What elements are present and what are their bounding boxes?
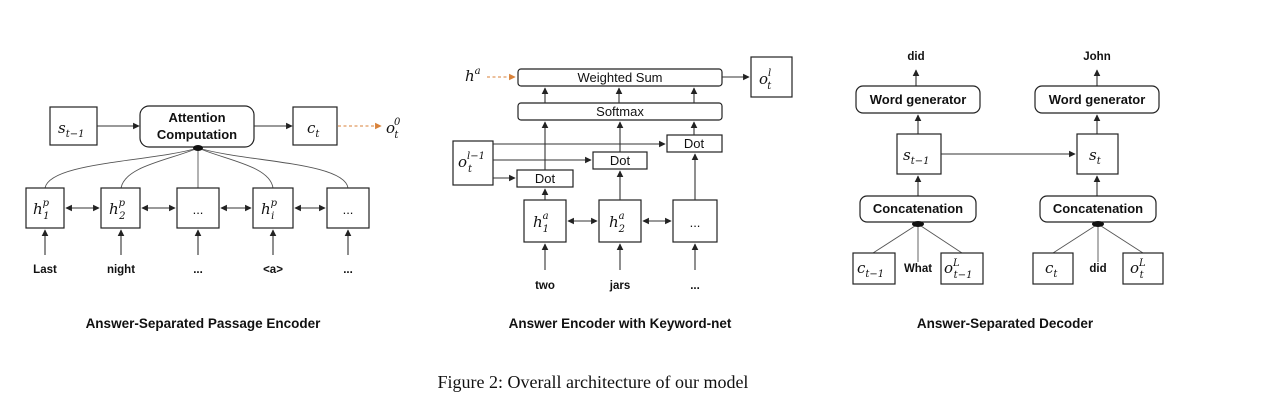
dot-label-3: Dot xyxy=(684,136,705,151)
decoder-context-prev-box xyxy=(852,252,896,285)
passage-h1-label: hp 1 xyxy=(33,198,50,222)
decoder-state-prev-label: st−1 xyxy=(903,146,929,167)
passage-ellipsis-box-2 xyxy=(326,187,370,229)
answer-h2-label: ha 2 xyxy=(609,211,625,235)
softmax-box xyxy=(517,102,723,121)
context-label: ct xyxy=(307,119,320,140)
passage-hi-box xyxy=(252,187,294,229)
concatenation-label-2: Concatenation xyxy=(1053,201,1143,216)
word-generator-box-1 xyxy=(855,85,981,114)
attention-label-line2: Computation xyxy=(157,127,237,142)
passage-token-4: <a> xyxy=(263,264,283,276)
context-box xyxy=(292,106,338,146)
softmax-to-weighted-sum-arrows xyxy=(541,87,698,103)
keyword-prev-label: ol−1 t xyxy=(458,151,485,175)
passage-encoder-caption: Answer-Separated Passage Encoder xyxy=(86,316,322,331)
answer-h1-box xyxy=(523,199,567,243)
passage-ellipsis-2: ... xyxy=(343,202,354,217)
passage-ellipsis-box-1 xyxy=(176,187,220,229)
passage-input-arrows xyxy=(41,229,352,255)
decoder-panel: did John Word generator Word generator s… xyxy=(852,51,1164,331)
decoder-context-label: ct xyxy=(1045,259,1058,280)
passage-token-3: ... xyxy=(193,264,203,276)
decoder-context-box xyxy=(1032,252,1074,285)
passage-token-2: night xyxy=(107,264,135,276)
state-prev-label: st−1 xyxy=(58,119,84,140)
word-generator-label-2: Word generator xyxy=(1049,92,1146,107)
decoder-keyword-prev-box xyxy=(940,252,984,285)
passage-ellipsis-1: ... xyxy=(193,202,204,217)
answer-encoder-caption: Answer Encoder with Keyword-net xyxy=(509,316,732,331)
concatenation-2-fan-in xyxy=(1052,221,1144,262)
word-generator-box-2 xyxy=(1034,85,1160,114)
answer-ellipsis-box xyxy=(672,199,718,243)
answer-token-2: jars xyxy=(609,280,630,292)
attention-label-line1: Attention xyxy=(168,110,225,125)
attention-fan-in xyxy=(44,145,349,189)
decoder-input-word-2: did xyxy=(1089,263,1106,275)
output-o0-label: o0 t xyxy=(386,117,401,141)
prev-output-to-dot-arrows xyxy=(493,140,666,182)
passage-h1-box xyxy=(25,187,65,229)
passage-token-1: Last xyxy=(33,264,57,276)
answer-ha-label: ha xyxy=(465,66,481,85)
decoder-caption: Answer-Separated Decoder xyxy=(917,316,1094,331)
passage-hi-label: hp i xyxy=(261,198,278,222)
passage-h2-label: hp 2 xyxy=(109,198,126,222)
decoder-input-word-1: What xyxy=(904,263,932,275)
keyword-prev-box xyxy=(452,140,494,186)
concatenation-1-fan-in xyxy=(872,221,963,262)
answer-h1-label: ha 1 xyxy=(533,211,549,235)
dot-label-1: Dot xyxy=(535,171,556,186)
state-prev-box xyxy=(49,106,98,146)
decoder-context-prev-label: ct−1 xyxy=(857,259,884,280)
answer-input-arrows xyxy=(541,243,699,270)
word-generator-label-1: Word generator xyxy=(870,92,967,107)
answer-token-3: ... xyxy=(690,280,700,292)
decoder-state-prev-box xyxy=(896,133,942,175)
passage-encoder-panel: st−1 Attention Computation ct o0 t hp 1 xyxy=(25,105,401,331)
decoder-output-word-1: did xyxy=(907,51,924,63)
concatenation-label-1: Concatenation xyxy=(873,201,963,216)
decoder-state-box xyxy=(1076,133,1119,175)
decoder-keyword-prev-label: oL t−1 xyxy=(944,258,972,281)
figure-caption: Figure 2: Overall architecture of our mo… xyxy=(438,372,749,392)
answer-ellipsis: ... xyxy=(690,215,701,230)
answer-token-1: two xyxy=(535,280,555,292)
dot-label-2: Dot xyxy=(610,153,631,168)
answer-hidden-to-dot-arrows xyxy=(541,153,699,200)
dot-to-softmax-arrows xyxy=(541,121,698,170)
weighted-sum-label: Weighted Sum xyxy=(577,70,662,85)
answer-encoder-panel: ha Weighted Sum ol t Softmax ol−1 t Dot Do xyxy=(452,56,793,331)
decoder-state-label: st xyxy=(1089,146,1102,167)
passage-token-5: ... xyxy=(343,264,353,276)
keyword-output-label: ol t xyxy=(759,68,772,92)
passage-h2-box xyxy=(100,187,141,229)
decoder-output-word-2: John xyxy=(1083,51,1110,63)
decoder-keyword-label: oL t xyxy=(1130,258,1146,281)
softmax-label: Softmax xyxy=(596,104,644,119)
decoder-keyword-box xyxy=(1122,252,1164,285)
keyword-output-box xyxy=(750,56,793,98)
